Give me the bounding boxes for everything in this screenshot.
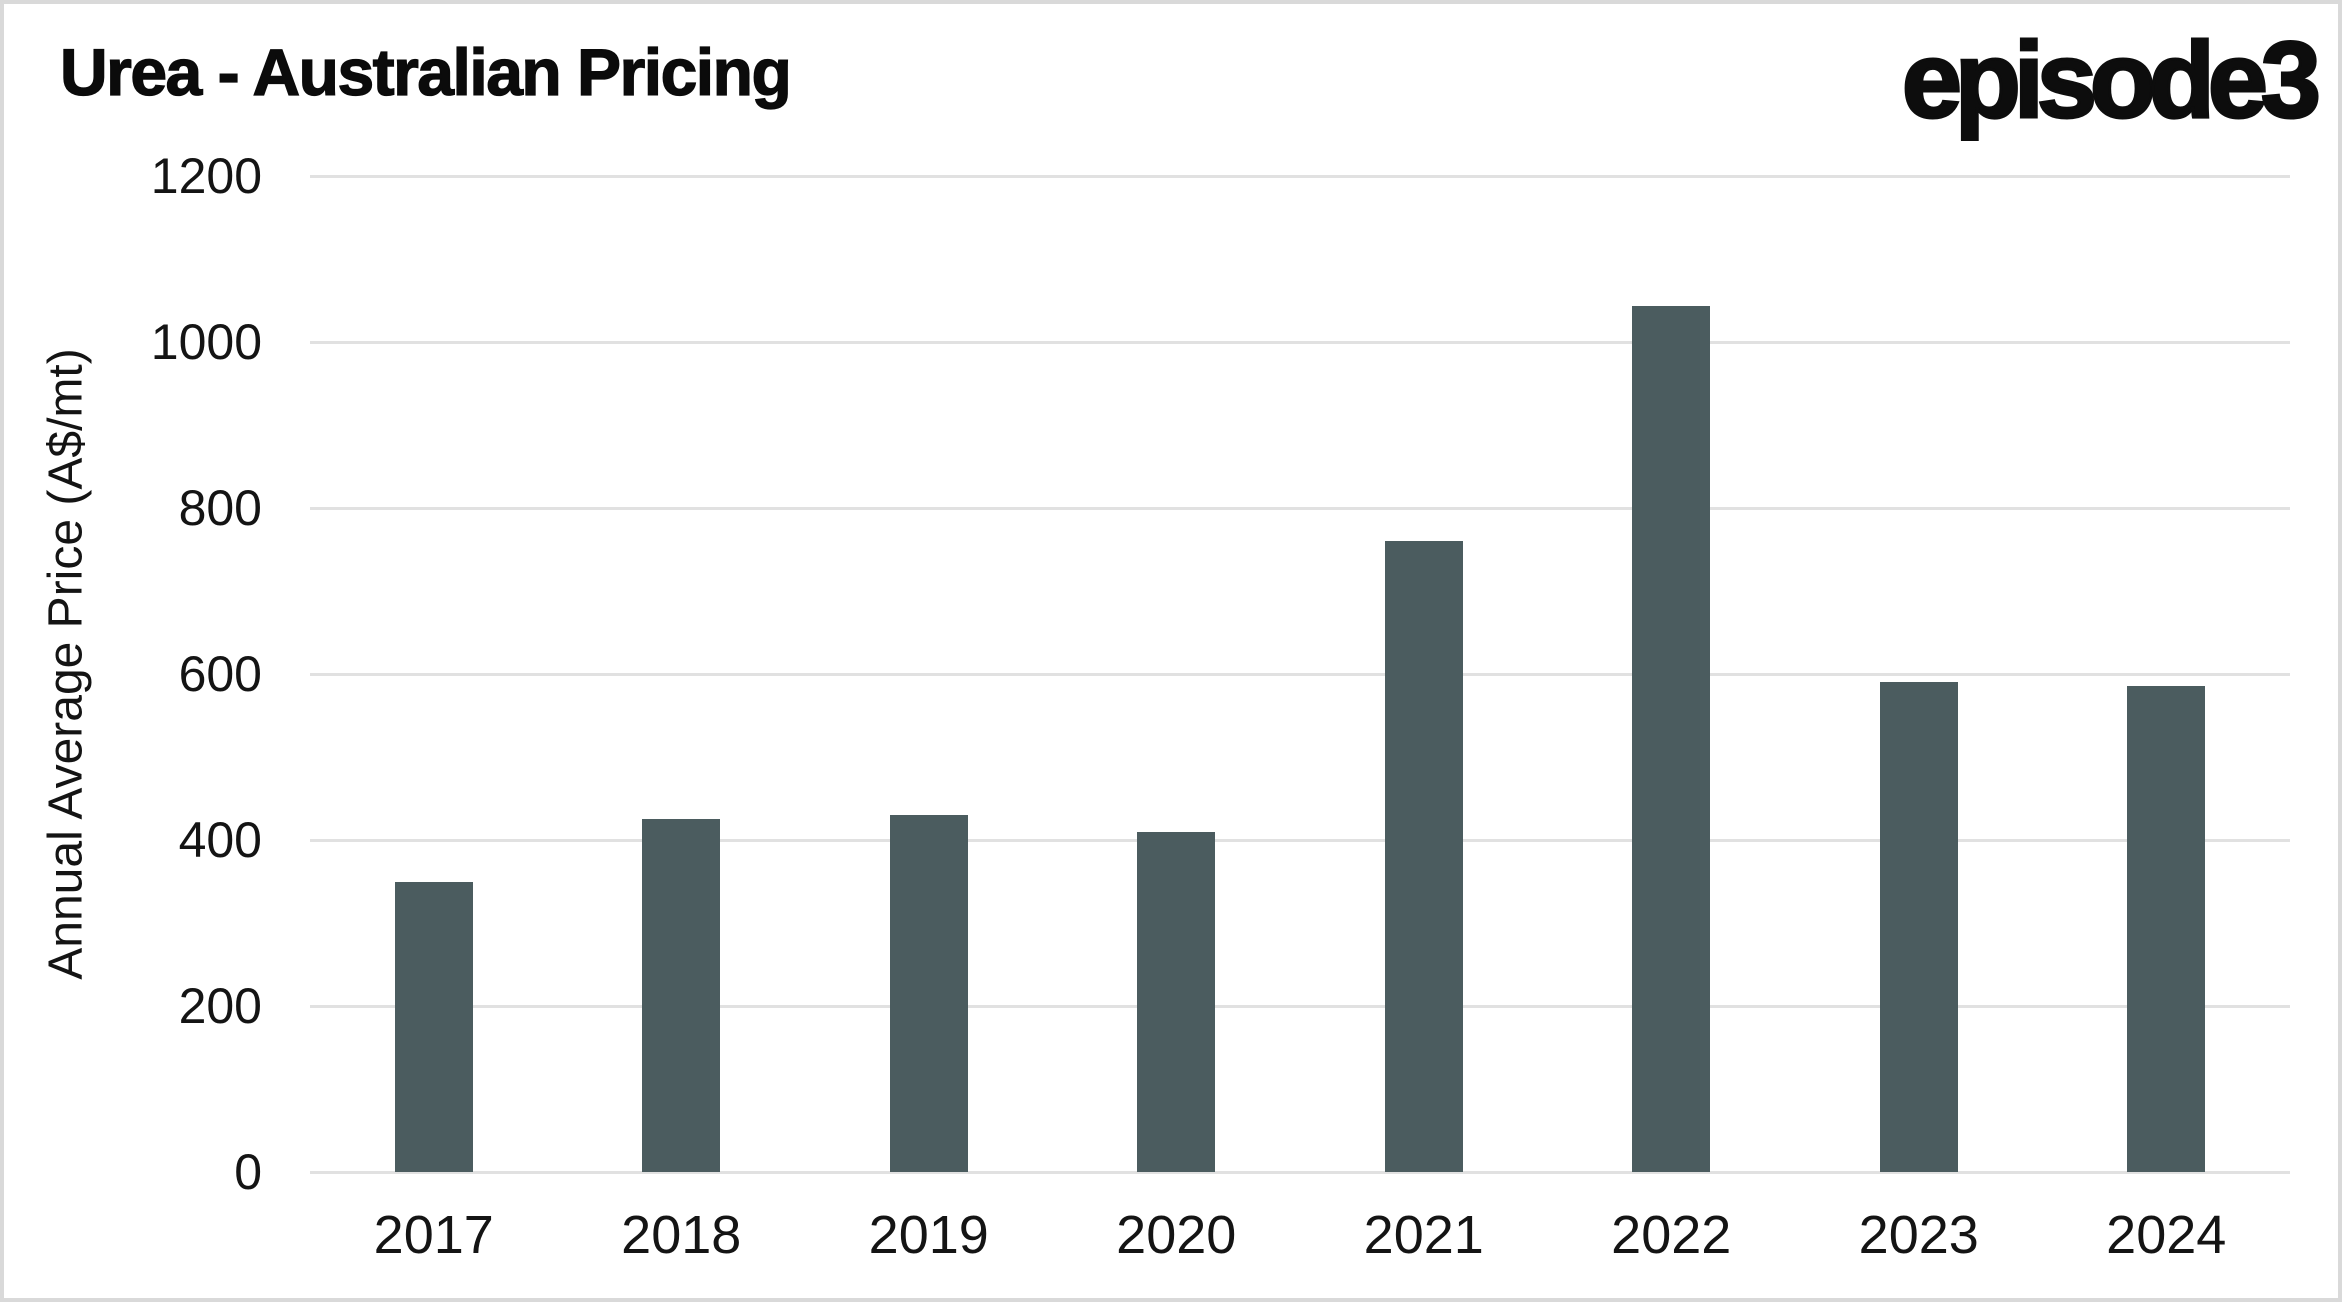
bar-2021: [1384, 541, 1463, 1172]
y-tick-label-0: 0: [234, 1144, 262, 1200]
y-axis-tick-labels: 0 200 400 600 800 1000 1200: [4, 151, 262, 1197]
x-tick-label-2018: 2018: [621, 1205, 742, 1265]
y-tick-label-1000: 1000: [150, 314, 262, 370]
x-tick-label-2020: 2020: [1116, 1205, 1237, 1265]
x-tick-label-2019: 2019: [868, 1205, 989, 1265]
bar-2019: [889, 815, 968, 1172]
y-tick-label-1200: 1200: [150, 148, 262, 204]
bar-slots: 2017 2018 2019 2020 2021 2022 2023 2024: [310, 176, 2291, 1262]
bar-2022: [1632, 306, 1711, 1172]
bar-slot-2017: 2017: [310, 176, 558, 1262]
bar-slot-2024: 2024: [2043, 176, 2291, 1262]
gridline-0: [310, 1170, 2290, 1174]
gridline-400: [310, 838, 2290, 842]
bar-2017: [394, 881, 473, 1172]
gridline-800: [310, 506, 2290, 510]
bar-2023: [1879, 682, 1958, 1172]
y-tick-label-400: 400: [178, 812, 262, 868]
bar-2024: [2127, 686, 2206, 1172]
x-tick-label-2023: 2023: [1858, 1205, 1979, 1265]
gridline-200: [310, 1004, 2290, 1008]
x-tick-label-2022: 2022: [1611, 1205, 1732, 1265]
x-tick-label-2024: 2024: [2106, 1205, 2227, 1265]
gridline-1200: [310, 174, 2290, 178]
x-tick-label-2017: 2017: [373, 1205, 494, 1265]
plot-area: 2017 2018 2019 2020 2021 2022 2023 2024: [310, 174, 2291, 1262]
gridline-600: [310, 672, 2290, 676]
bar-2020: [1137, 831, 1216, 1172]
gridline-1000: [310, 340, 2290, 344]
bar-slot-2022: 2022: [1548, 176, 1796, 1262]
bar-slot-2020: 2020: [1053, 176, 1301, 1262]
bar-slot-2021: 2021: [1300, 176, 1548, 1262]
x-tick-label-2021: 2021: [1363, 1205, 1484, 1265]
y-tick-label-200: 200: [178, 978, 262, 1034]
episode3-logo: episode3: [1900, 19, 2322, 140]
bar-slot-2019: 2019: [805, 176, 1053, 1262]
bar-slot-2018: 2018: [558, 176, 806, 1262]
bar-2018: [642, 819, 721, 1172]
bar-slot-2023: 2023: [1795, 176, 2043, 1262]
y-tick-label-800: 800: [178, 480, 262, 536]
y-tick-label-600: 600: [178, 646, 262, 702]
chart-title: Urea - Australian Pricing: [59, 34, 792, 109]
